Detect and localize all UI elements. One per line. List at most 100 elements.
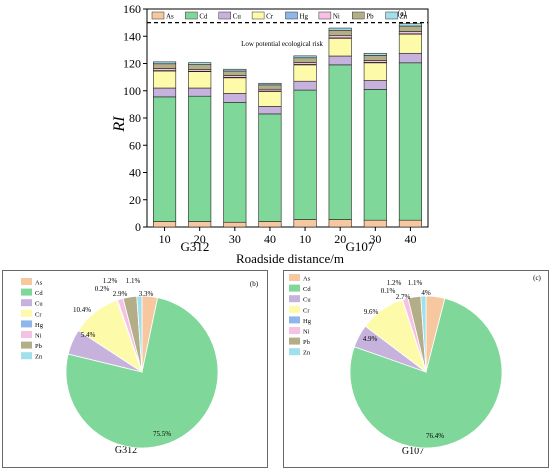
pie-g312-legend-swatch-hg (21, 320, 32, 328)
pie-g312-value-label-as: 3.3% (139, 290, 154, 298)
pie-g312-value-label-cd: 75.5% (153, 430, 171, 438)
pie-g107-legend-swatch-zn (289, 348, 300, 356)
legend-swatch-cd (185, 11, 198, 20)
bar-5-zn (328, 27, 352, 31)
pie-g312-value-label-ni: 1.2% (103, 277, 118, 285)
group-label-g107: G107 (346, 239, 375, 254)
pie-g312-legend-label-zn: Zn (35, 354, 43, 361)
pie-g107-legend-swatch-cd (289, 284, 300, 292)
pie-g312-legend-label-as: As (35, 280, 43, 287)
pie-g107-value-label-as: 4% (421, 289, 431, 297)
pie-g107-slice-zn (420, 295, 427, 373)
pie-g107-legend-label-cr: Cr (303, 307, 310, 314)
bar-7-zn (398, 23, 422, 27)
pie-g107-legend-label-cd: Cd (303, 286, 311, 293)
x-tick-label-7: 40 (404, 232, 416, 246)
pie-g312-legend-swatch-pb (21, 341, 32, 349)
pie-g312-frame (2, 270, 268, 468)
reference-line-label: Low potential ecological risk (241, 40, 323, 48)
pie-g107-legend-swatch-as (289, 274, 300, 281)
bar-0-cu (153, 87, 177, 98)
bar-1-cu (188, 87, 212, 97)
pie-g312-legend-label-cr: Cr (35, 311, 42, 318)
bar-1-pb (188, 64, 212, 70)
bar-1-cd (188, 95, 212, 222)
pie-g312-value-label-hg: 0.2% (95, 285, 110, 293)
pie-g107-frame (283, 270, 549, 468)
y-tick-label-1: 20 (129, 193, 141, 207)
bar-6-ni (363, 60, 387, 63)
bar-2-cr (223, 77, 247, 94)
bar-3-cu (258, 106, 282, 115)
pie-g107-value-label-hg: 0.1% (381, 287, 396, 295)
pie-g312-legend-swatch-cd (21, 288, 32, 296)
bar-4-zn (293, 55, 317, 59)
pie-g107-value-label-cu: 4.9% (363, 335, 378, 343)
pie-g107-value-label-pb: 2.7% (396, 293, 411, 301)
pie-g312-legend-label-cu: Cu (35, 301, 43, 308)
pie-g312-value-label-cu: 5.4% (81, 331, 96, 339)
pie-g312-slice-cd (65, 297, 219, 449)
bar-2-as (223, 221, 247, 228)
y-tick-label-4: 80 (129, 111, 141, 125)
pie-g312-title: G312 (115, 445, 137, 456)
bar-3-pb (258, 84, 282, 90)
bar-0-pb (153, 63, 177, 69)
pie-chart-g312: (b) G312 3.3% 75.5% 5.4% 10.4% 0.2%1.2% 2.9% 1… (2, 270, 268, 468)
pie-g107-legend-label-as: As (303, 276, 311, 283)
legend-swatch-pb (352, 11, 365, 20)
bar-6-pb (363, 55, 387, 61)
bar-4-cr (293, 64, 317, 82)
bar-7-ni (398, 31, 422, 35)
bar-5-cu (328, 55, 352, 66)
bar-5-pb (328, 29, 352, 37)
legend-label-pb: Pb (366, 13, 374, 21)
bar-5-cd (328, 64, 352, 220)
bar-4-cd (293, 89, 317, 220)
pie-g107-value-label-cd: 76.4% (426, 432, 444, 440)
pie-g312-legend-swatch-as (21, 278, 32, 285)
pie-g107-legend-swatch-ni (289, 327, 300, 334)
pie-g107-title: G107 (402, 446, 424, 457)
y-tick-label-3: 60 (129, 138, 141, 152)
legend-swatch-as (151, 11, 165, 20)
pie-g312-value-label-zn: 1.1% (126, 277, 141, 285)
y-tick-label-6: 120 (123, 57, 141, 71)
pie-g107-legend-swatch-pb (289, 337, 300, 345)
pie-g107-legend-label-hg: Hg (303, 318, 312, 325)
bar-7-cr (398, 33, 422, 54)
bar-7-as (398, 219, 422, 228)
bar-0-zn (153, 61, 177, 65)
group-label-g312: G312 (181, 239, 210, 254)
bar-3-as (258, 221, 282, 228)
legend-label-cr: Cr (266, 13, 274, 21)
bar-0-cd (153, 96, 177, 222)
legend-label-as: As (166, 13, 174, 21)
pie-g107-legend-swatch-cr (289, 305, 300, 313)
bar-0-ni (153, 68, 177, 71)
pie-g312-value-label-pb: 2.9% (113, 290, 128, 298)
x-tick-label-4: 10 (299, 232, 311, 246)
pie-g107-legend-label-zn: Zn (303, 350, 311, 357)
bar-6-cd (363, 89, 387, 221)
bar-2-cu (223, 93, 247, 103)
bar-5-as (328, 219, 352, 228)
pie-g107-legend-swatch-hg (289, 316, 300, 324)
legend-swatch-ni (318, 11, 332, 20)
pie-chart-g107: (c) G107 4% 76.4% 4.9% 9.6% 0.1%1.2% 2.7% 1.1%… (283, 270, 549, 468)
y-tick-label-0: 0 (135, 220, 141, 234)
bar-5-ni (328, 35, 352, 39)
pie-g312-legend-label-ni: Ni (35, 333, 42, 340)
pie-g107-slice-cd (349, 297, 503, 449)
pie-g312-panel-label: (b) (250, 280, 259, 288)
pie-g312-legend-label-hg: Hg (35, 322, 44, 329)
legend-label-hg: Hg (300, 13, 309, 21)
bar-1-zn (188, 62, 212, 65)
x-tick-label-6: 30 (369, 232, 381, 246)
legend-label-ni: Ni (333, 13, 340, 21)
bar-4-pb (293, 57, 317, 63)
pie-g107-value-label-cr: 9.6% (364, 308, 379, 316)
y-tick-label-2: 40 (129, 166, 141, 180)
legend-swatch-cr (251, 11, 265, 20)
pie-g107-value-label-ni: 1.2% (387, 279, 402, 287)
